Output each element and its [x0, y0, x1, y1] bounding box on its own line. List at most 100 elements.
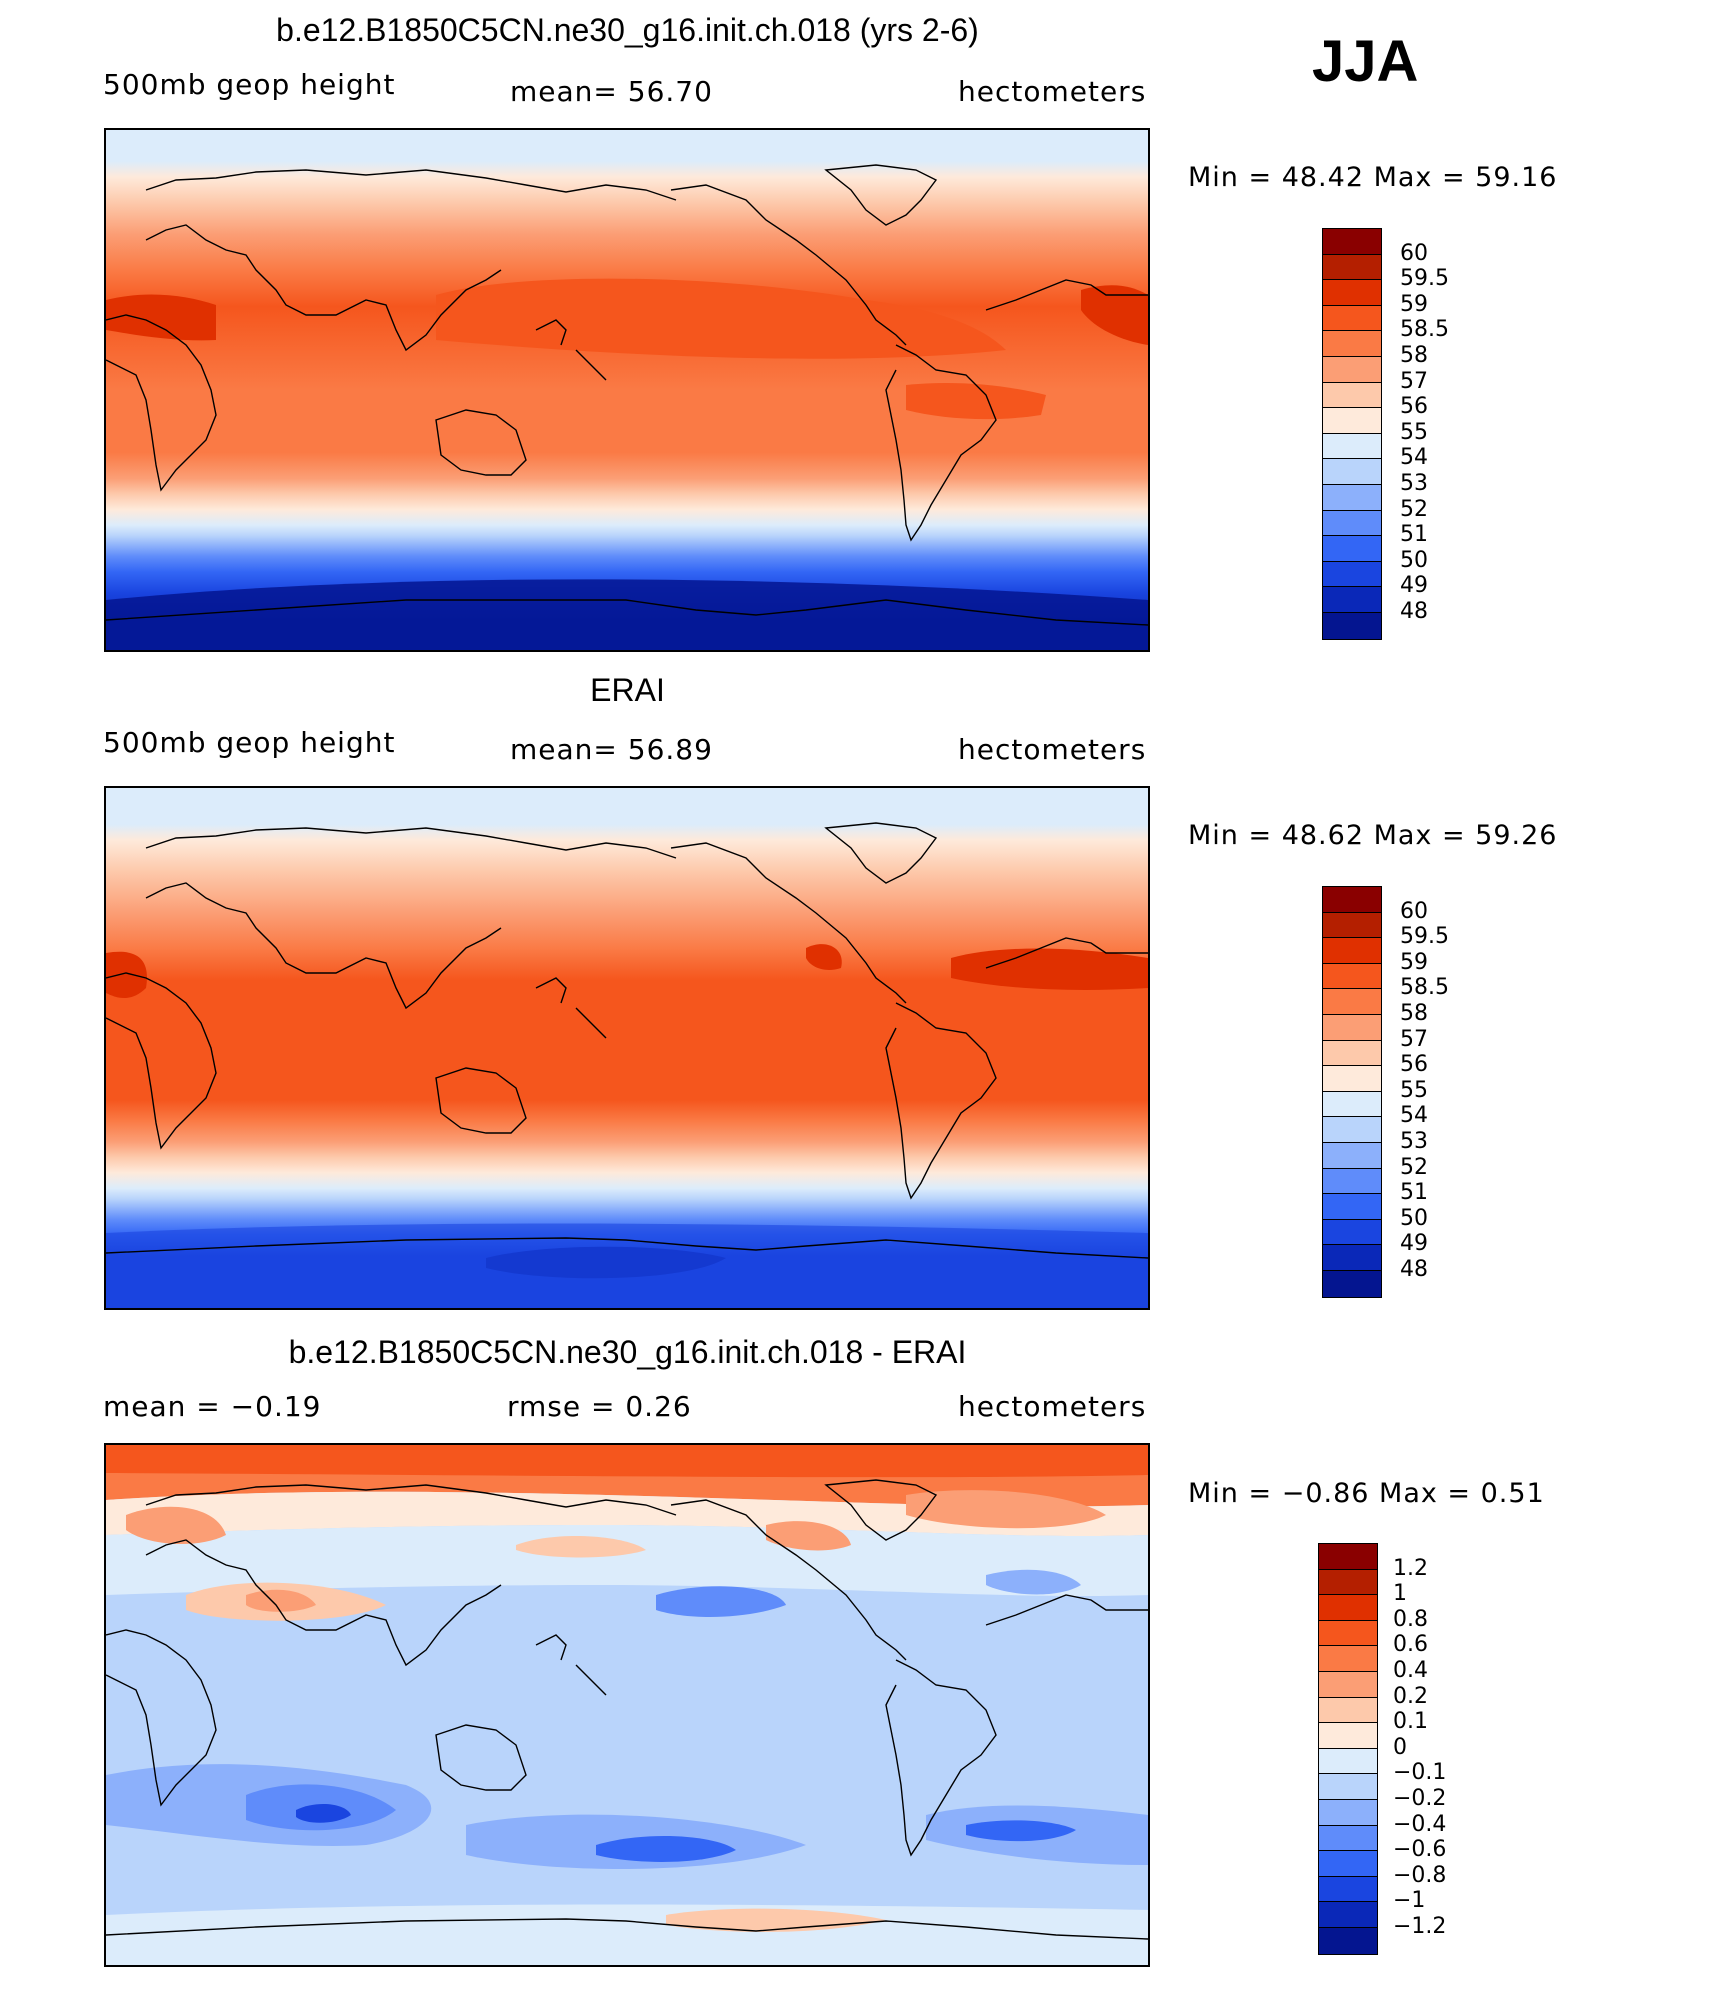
- panel-diff-minmax: Min = −0.86 Max = 0.51: [1188, 1478, 1545, 1509]
- colorbar-tick-label: −0.1: [1393, 1760, 1447, 1786]
- colorbar-swatch: [1323, 963, 1381, 990]
- colorbar-swatch: [1319, 1697, 1377, 1724]
- panel-obs-map: [104, 786, 1150, 1310]
- colorbar-tick-label: 0.1: [1393, 1709, 1428, 1735]
- colorbar-tick-label: 54: [1400, 1103, 1428, 1129]
- colorbar-swatch: [1319, 1646, 1377, 1672]
- colorbar-tick-label: 49: [1400, 1231, 1428, 1257]
- colorbar-swatch: [1323, 587, 1381, 613]
- colorbar-swatch: [1323, 484, 1381, 511]
- panel-diff-map: [104, 1443, 1150, 1967]
- panel-model-map: [104, 128, 1150, 652]
- colorbar-swatch: [1323, 912, 1381, 939]
- colorbar-swatch: [1319, 1620, 1377, 1647]
- panel-diff-units-label: hectometers: [958, 1390, 1147, 1423]
- colorbar-tick-label: 48: [1400, 599, 1428, 624]
- colorbar-tick-label: 55: [1400, 419, 1428, 445]
- colorbar-tick-label: 51: [1400, 1180, 1428, 1206]
- colorbar-swatch: [1323, 408, 1381, 434]
- colorbar-tick-label: 59: [1400, 291, 1428, 317]
- colorbar-tick-label: 54: [1400, 445, 1428, 471]
- colorbar-tick-label: 59.5: [1400, 924, 1449, 950]
- colorbar-tick-label: 59.5: [1400, 266, 1449, 292]
- colorbar-tick-label: 53: [1400, 1129, 1428, 1154]
- colorbar-swatch: [1323, 1091, 1381, 1118]
- colorbar-swatch: [1323, 1142, 1381, 1169]
- colorbar-tick-label: 0: [1393, 1734, 1407, 1760]
- colorbar-swatch: [1319, 1723, 1377, 1749]
- colorbar-tick-label: −1: [1393, 1888, 1426, 1914]
- colorbar-tick-label: 51: [1400, 522, 1428, 548]
- panel-diff-rmse-label: rmse = 0.26: [507, 1390, 692, 1423]
- colorbar-swatch: [1323, 1040, 1381, 1067]
- colorbar-tick-label: −0.2: [1393, 1786, 1447, 1811]
- colorbar-swatch: [1323, 561, 1381, 588]
- colorbar-swatch: [1323, 612, 1381, 639]
- colorbar-swatch: [1323, 1066, 1381, 1092]
- colorbar-swatch: [1323, 1168, 1381, 1195]
- colorbar-tick-label: 59: [1400, 949, 1428, 975]
- colorbar-tick-label: 56: [1400, 1052, 1428, 1078]
- panel-model-variable-label: 500mb geop height: [103, 68, 396, 101]
- colorbar-swatch: [1319, 1774, 1377, 1800]
- colorbar-swatch: [1323, 1014, 1381, 1041]
- colorbar-tick-label: 0.4: [1393, 1658, 1428, 1683]
- colorbar-swatch: [1319, 1902, 1377, 1928]
- colorbar-tick-label: 52: [1400, 496, 1428, 522]
- colorbar-tick-label: 56: [1400, 394, 1428, 420]
- colorbar-swatch: [1323, 938, 1381, 964]
- colorbar-swatch: [1319, 1825, 1377, 1852]
- diff-contour-features: [106, 1445, 1148, 1965]
- colorbar-tick-label: 50: [1400, 1205, 1428, 1231]
- panel-model-mean-label: mean= 56.70: [510, 75, 713, 108]
- colorbar-swatch: [1323, 1270, 1381, 1297]
- colorbar-tick-label: 58.5: [1400, 975, 1449, 1001]
- colorbar-swatch: [1323, 280, 1381, 306]
- colorbar-swatch: [1319, 1799, 1377, 1826]
- panel-obs-colorbar: [1322, 886, 1382, 1298]
- colorbar-tick-label: 52: [1400, 1154, 1428, 1180]
- colorbar-tick-label: 53: [1400, 471, 1428, 496]
- panel-model-units-label: hectometers: [958, 75, 1147, 108]
- obs-contour-field: [106, 788, 1148, 1308]
- colorbar-tick-label: −0.4: [1393, 1811, 1447, 1837]
- colorbar-tick-label: 1: [1393, 1581, 1407, 1607]
- colorbar-tick-label: 58.5: [1400, 317, 1449, 343]
- diff-contour-field: [106, 1445, 1148, 1965]
- season-label: JJA: [1312, 29, 1419, 94]
- colorbar-swatch: [1323, 1219, 1381, 1246]
- colorbar-swatch: [1323, 459, 1381, 485]
- panel-diff-title: b.e12.B1850C5CN.ne30_g16.init.ch.018 - E…: [288, 1334, 967, 1370]
- panel-diff-mean-label: mean = −0.19: [103, 1390, 322, 1423]
- colorbar-swatch: [1319, 1671, 1377, 1698]
- colorbar-tick-label: 58: [1400, 1001, 1428, 1026]
- colorbar-tick-label: 60: [1400, 898, 1428, 924]
- colorbar-tick-label: 57: [1400, 368, 1428, 394]
- colorbar-swatch: [1323, 305, 1381, 332]
- colorbar-tick-label: −1.2: [1393, 1914, 1447, 1939]
- model-coastlines: [106, 164, 1148, 626]
- panel-obs-variable-label: 500mb geop height: [103, 726, 396, 759]
- colorbar-tick-label: −0.6: [1393, 1837, 1447, 1863]
- colorbar-swatch: [1323, 989, 1381, 1015]
- obs-coastlines: [106, 822, 1148, 1259]
- colorbar-swatch: [1323, 510, 1381, 537]
- colorbar-tick-label: 57: [1400, 1026, 1428, 1052]
- colorbar-tick-label: 55: [1400, 1077, 1428, 1103]
- colorbar-tick-label: 50: [1400, 547, 1428, 573]
- panel-model-colorbar: [1322, 228, 1382, 640]
- panel-model-minmax: Min = 48.42 Max = 59.16: [1188, 162, 1558, 193]
- colorbar-tick-label: 49: [1400, 573, 1428, 599]
- panel-obs-minmax: Min = 48.62 Max = 59.26: [1188, 820, 1558, 851]
- colorbar-swatch: [1323, 536, 1381, 562]
- colorbar-swatch: [1319, 1748, 1377, 1775]
- colorbar-swatch: [1323, 229, 1381, 255]
- colorbar-tick-label: 0.2: [1393, 1683, 1428, 1709]
- colorbar-swatch: [1319, 1544, 1377, 1570]
- colorbar-swatch: [1323, 382, 1381, 409]
- colorbar-tick-label: 60: [1400, 240, 1428, 266]
- colorbar-tick-label: 58: [1400, 343, 1428, 368]
- panel-model-title: b.e12.B1850C5CN.ne30_g16.init.ch.018 (yr…: [276, 12, 979, 48]
- colorbar-tick-label: 0.8: [1393, 1606, 1428, 1632]
- colorbar-swatch: [1323, 1245, 1381, 1271]
